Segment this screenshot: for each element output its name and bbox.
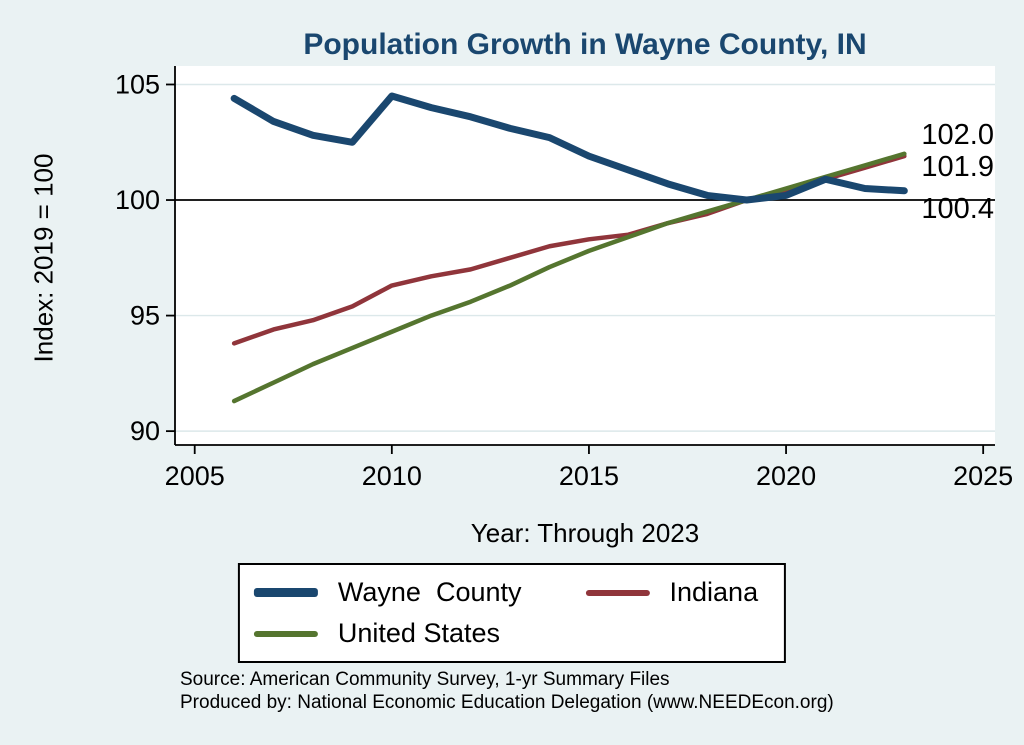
source-line: Source: American Community Survey, 1-yr … [180, 669, 670, 690]
svg-text:2010: 2010 [362, 461, 422, 491]
legend-label-united-states: United States [337, 618, 500, 648]
chart-title: Population Growth in Wayne County, IN [303, 28, 867, 61]
legend-item-united-states: United States [253, 618, 522, 649]
wayne-county-line-swatch [253, 588, 318, 597]
svg-text:2025: 2025 [953, 461, 1013, 491]
svg-text:90: 90 [130, 416, 160, 446]
svg-text:105: 105 [115, 69, 160, 99]
united-states-line-swatch [253, 630, 318, 637]
end-label-indiana: 101.9 [921, 151, 994, 183]
svg-text:2020: 2020 [756, 461, 816, 491]
end-label-wayne-county: 100.4 [921, 193, 994, 225]
legend: Wayne County Indiana United States [237, 563, 787, 663]
svg-text:95: 95 [130, 301, 160, 331]
produced-by-line: Produced by: National Economic Education… [180, 692, 834, 713]
indiana-line-swatch [585, 589, 650, 596]
source-notes: Source: American Community Survey, 1-yr … [180, 668, 834, 714]
legend-item-wayne-county: Wayne County [253, 577, 522, 608]
svg-text:100: 100 [115, 185, 160, 215]
legend-label-indiana: Indiana [669, 577, 759, 607]
end-label-united-states: 102.0 [921, 119, 994, 151]
x-axis-title: Year: Through 2023 [470, 518, 700, 548]
legend-item-indiana: Indiana [585, 577, 759, 608]
legend-label-wayne-county: Wayne County [337, 577, 522, 607]
svg-text:2005: 2005 [165, 461, 225, 491]
svg-text:2015: 2015 [559, 461, 619, 491]
